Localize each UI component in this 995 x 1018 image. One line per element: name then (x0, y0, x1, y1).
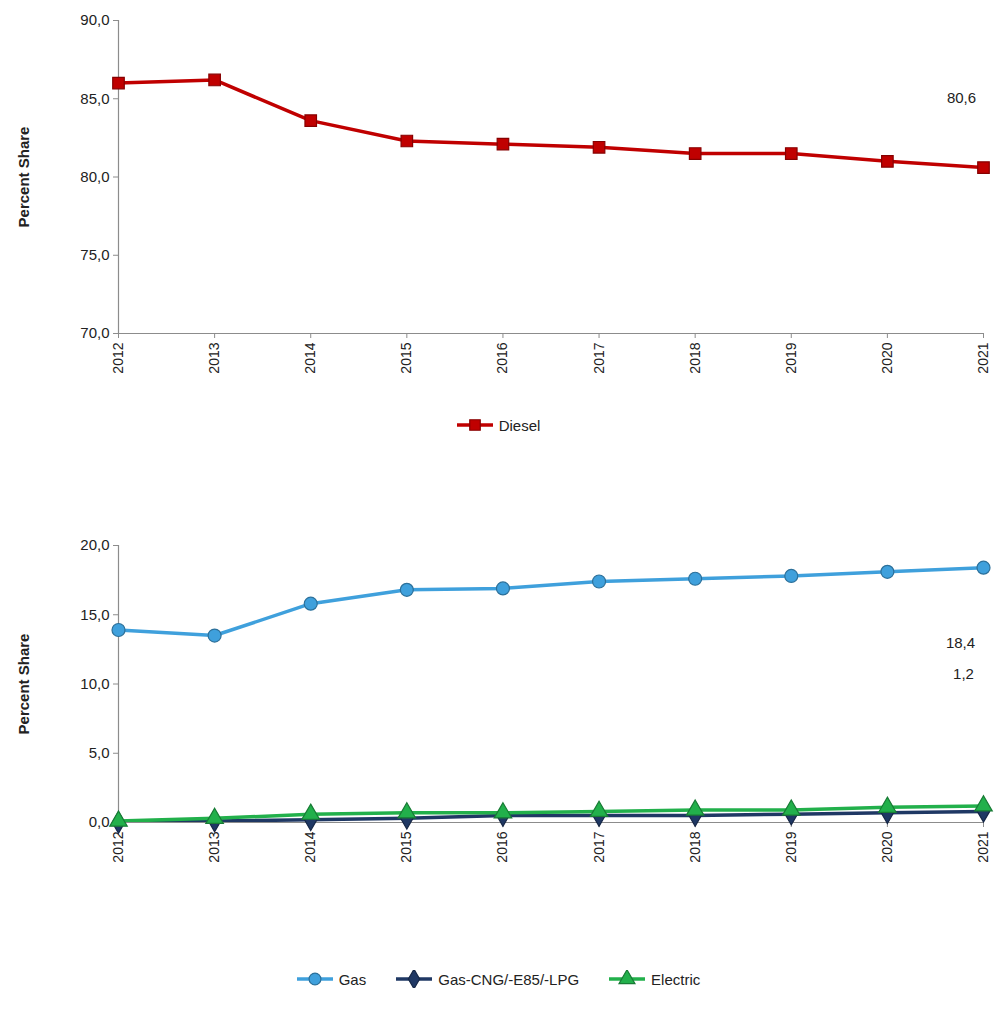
svg-text:2017: 2017 (591, 342, 607, 373)
svg-text:2016: 2016 (494, 342, 510, 373)
svg-text:2018: 2018 (687, 831, 703, 862)
svg-text:2020: 2020 (879, 831, 895, 862)
svg-text:2017: 2017 (591, 831, 607, 862)
svg-text:2021: 2021 (975, 342, 991, 373)
svg-text:80,6: 80,6 (947, 89, 976, 106)
svg-text:Percent Share: Percent Share (15, 127, 32, 228)
svg-text:2018: 2018 (687, 342, 703, 373)
svg-text:80,0: 80,0 (80, 168, 109, 185)
svg-text:2016: 2016 (494, 831, 510, 862)
html-text:Gas-CNG/-E85/-LPG: Gas-CNG/-E85/-LPG (438, 970, 580, 988)
svg-text:2012: 2012 (110, 342, 126, 373)
svg-text:90,0: 90,0 (80, 11, 109, 28)
svg-text:2013: 2013 (206, 831, 222, 862)
svg-text:5,0: 5,0 (89, 744, 110, 761)
html-text:Gas: Gas (338, 970, 367, 988)
svg-text:2014: 2014 (302, 342, 318, 373)
svg-text:75,0: 75,0 (80, 246, 109, 263)
html-text:Electric: Electric (651, 970, 701, 988)
svg-text:2019: 2019 (783, 831, 799, 862)
svg-text:18,4: 18,4 (946, 634, 975, 651)
svg-text:2021: 2021 (975, 831, 991, 862)
svg-text:2014: 2014 (302, 831, 318, 862)
svg-text:1,2: 1,2 (953, 665, 974, 682)
svg-text:2013: 2013 (206, 342, 222, 373)
svg-text:15,0: 15,0 (80, 606, 109, 623)
svg-text:2015: 2015 (398, 831, 414, 862)
svg-text:85,0: 85,0 (80, 90, 109, 107)
svg-text:0,0: 0,0 (89, 813, 110, 830)
svg-text:2019: 2019 (783, 342, 799, 373)
svg-text:70,0: 70,0 (80, 324, 109, 341)
svg-text:10,0: 10,0 (80, 675, 109, 692)
svg-text:20,0: 20,0 (80, 536, 109, 553)
svg-text:2012: 2012 (110, 831, 126, 862)
svg-text:2015: 2015 (398, 342, 414, 373)
html-text:Diesel: Diesel (498, 416, 541, 434)
svg-text:Percent Share: Percent Share (15, 634, 32, 735)
svg-text:2020: 2020 (879, 342, 895, 373)
